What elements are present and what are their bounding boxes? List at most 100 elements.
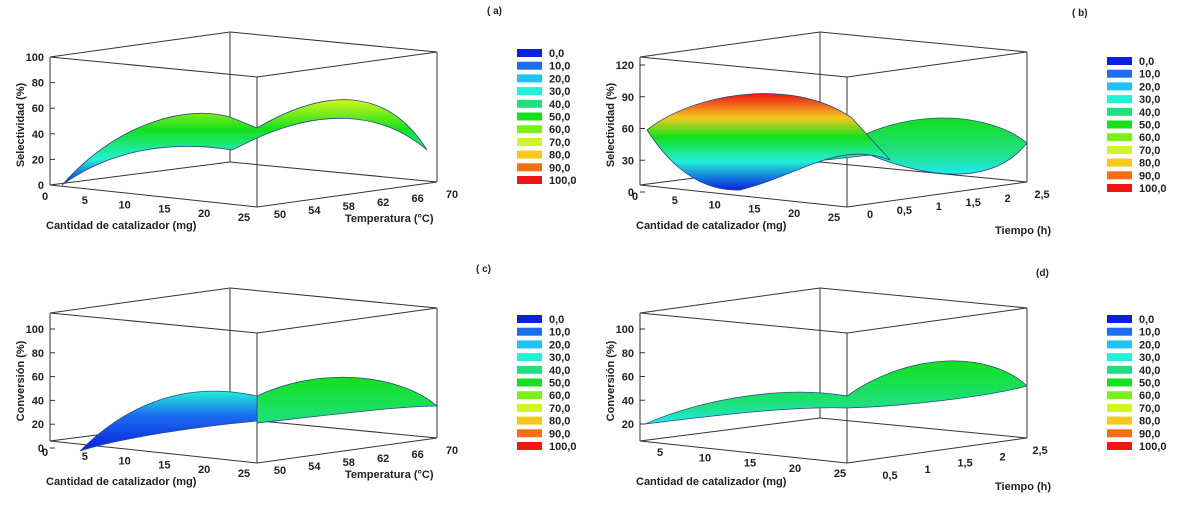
legend-label: 80,0 — [1139, 416, 1160, 428]
panel-label: (d) — [1036, 268, 1049, 279]
legend-swatch — [517, 61, 542, 70]
box-edge — [49, 440, 258, 464]
legend-swatch — [517, 391, 542, 400]
legend-swatch — [1107, 158, 1132, 167]
box-edge — [256, 307, 438, 334]
legend-label: 70,0 — [1139, 403, 1160, 415]
z-axis-title: Selectividad (%) — [15, 82, 27, 167]
legend-swatch — [1107, 327, 1132, 336]
response-surface — [79, 390, 258, 452]
x-tick-label: 5 — [82, 451, 88, 463]
box-edge — [819, 161, 1028, 183]
legend-swatch — [517, 378, 542, 387]
box-edge — [846, 437, 1028, 464]
legend-swatch — [517, 163, 542, 172]
legend-label: 70,0 — [549, 403, 570, 415]
z-tick-label: 60 — [32, 372, 44, 384]
z-tick-label: 40 — [32, 395, 44, 407]
legend-swatch — [517, 176, 542, 184]
x-tick-label: 5 — [657, 447, 663, 459]
x-tick-label: 10 — [118, 199, 130, 211]
legend-swatch — [1107, 315, 1132, 323]
x-tick-label: 15 — [158, 460, 170, 472]
y-tick-label: 70 — [446, 189, 458, 201]
z-tick-label: 20 — [622, 419, 634, 431]
box-edge — [639, 31, 821, 58]
legend-label: 20,0 — [1139, 81, 1160, 93]
legend-label: 10,0 — [1139, 69, 1160, 81]
legend-swatch — [1107, 353, 1132, 362]
z-axis-title: Conversión (%) — [15, 340, 27, 421]
box-edge — [639, 312, 848, 334]
legend-swatch — [517, 315, 542, 323]
z-axis-title: Selectividad (%) — [605, 82, 617, 167]
box-edge — [846, 307, 1028, 334]
y-tick-label: 62 — [377, 453, 389, 465]
legend-swatch — [1107, 133, 1132, 142]
box-edge — [639, 417, 821, 442]
color-legend: 0,010,020,030,040,050,060,070,080,090,01… — [1107, 314, 1167, 453]
box-edge — [256, 51, 438, 78]
y-tick-label: 66 — [411, 193, 423, 205]
legend-label: 10,0 — [549, 327, 570, 339]
y-axis-title: Temperatura (°C) — [345, 213, 434, 225]
box-edge — [819, 417, 1028, 439]
z-tick-label: 30 — [622, 155, 634, 167]
box-edge — [846, 181, 1028, 208]
y-tick-label: 54 — [308, 205, 321, 217]
z-tick-label: 40 — [32, 129, 44, 141]
legend-swatch — [1107, 184, 1132, 192]
x-axis-title: Cantidad de catalizador (mg) — [636, 476, 787, 488]
legend-label: 60,0 — [1139, 390, 1160, 402]
box-edge — [639, 56, 848, 78]
plot-box — [639, 31, 1028, 208]
legend-label: 50,0 — [549, 112, 570, 124]
legend-swatch — [517, 150, 542, 159]
z-tick-label: 100 — [26, 52, 44, 64]
y-tick-label: 58 — [343, 201, 355, 213]
x-tick-label: 25 — [238, 212, 250, 224]
box-edge — [819, 287, 1028, 309]
legend-label: 60,0 — [549, 390, 570, 402]
legend-label: 20,0 — [1139, 339, 1160, 351]
x-tick-label: 0 — [42, 447, 48, 459]
legend-swatch — [1107, 340, 1132, 349]
legend-label: 50,0 — [549, 378, 570, 390]
box-edge — [819, 31, 1028, 53]
legend-swatch — [517, 137, 542, 146]
y-tick-label: 2 — [1005, 193, 1011, 205]
legend-swatch — [1107, 171, 1132, 180]
z-tick-label: 0 — [628, 187, 634, 199]
z-axis-title: Conversión (%) — [605, 340, 617, 421]
panel-label: ( b) — [1072, 8, 1088, 19]
legend-label: 60,0 — [1139, 132, 1160, 144]
surface-plot-a: 0 20 40 60 80 100 0 5 10 15 20 25 50 54 58 62 66 70 Select… — [15, 6, 577, 232]
legend-label: 80,0 — [1139, 158, 1160, 170]
box-edge — [256, 181, 438, 208]
box-edge — [639, 287, 821, 314]
box-edge — [639, 184, 848, 208]
box-edge — [229, 161, 438, 183]
legend-label: 0,0 — [549, 314, 564, 326]
y-tick-label: 1 — [924, 464, 930, 476]
legend-label: 50,0 — [1139, 378, 1160, 390]
z-tick-label: 120 — [616, 60, 634, 72]
z-tick-label: 60 — [622, 372, 634, 384]
surface-plot-b: 0 30 60 90 120 0 5 10 15 20 25 0 0,5 1 1,5 2 2,5 Selectiv… — [605, 8, 1167, 237]
y-tick-label: 0,5 — [897, 205, 912, 217]
surface-plot-c: 0 20 40 60 80 100 0 5 10 15 20 25 50 54 58 62 66 70 Conver… — [15, 264, 577, 488]
box-edge — [229, 31, 438, 53]
box-edge — [256, 437, 438, 464]
legend-swatch — [1107, 107, 1132, 116]
z-tick-label: 100 — [616, 324, 634, 336]
x-tick-label: 20 — [788, 208, 800, 220]
panel-label: ( c) — [476, 264, 491, 275]
x-axis-title: Cantidad de catalizador (mg) — [46, 220, 197, 232]
legend-label: 100,0 — [549, 175, 577, 187]
chart-panel-d: 20 40 60 80 100 5 10 15 20 25 0,5 1 1,5 2 2,5 Conversió… — [590, 256, 1180, 511]
legend-swatch — [517, 112, 542, 121]
y-axis-title: Temperatura (°C) — [345, 469, 434, 481]
legend-swatch — [1107, 120, 1132, 129]
legend-swatch — [517, 353, 542, 362]
legend-swatch — [517, 442, 542, 450]
